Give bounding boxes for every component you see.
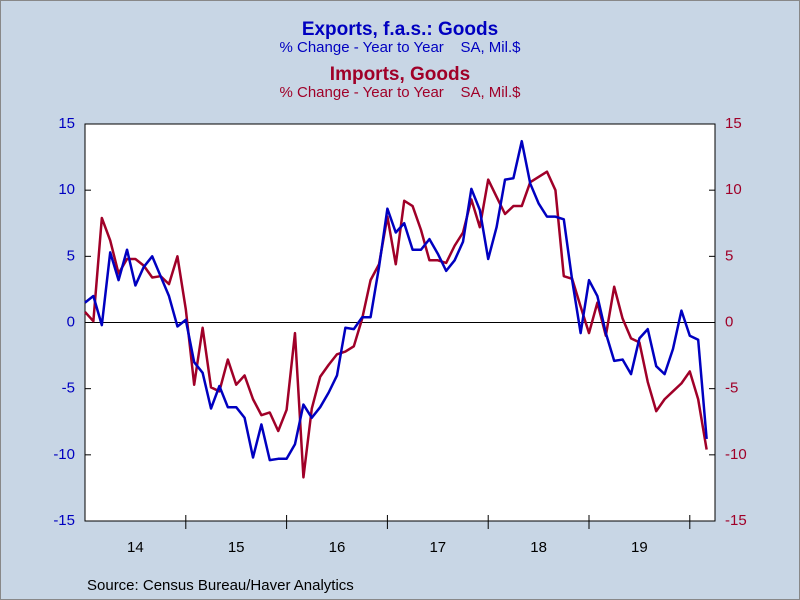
x-tick-label: 17 bbox=[429, 539, 446, 556]
chart-subtitle: % Change - Year to Year SA, Mil.$ bbox=[280, 84, 522, 101]
y2-tick-label: 0 bbox=[725, 313, 733, 330]
y2-tick-label: 15 bbox=[725, 115, 742, 132]
chart-title: Imports, Goods bbox=[330, 64, 470, 85]
chart-title: Exports, f.a.s.: Goods bbox=[302, 19, 498, 40]
y-tick-label: -10 bbox=[53, 446, 75, 463]
source: Source: Census Bureau/Haver Analytics bbox=[87, 577, 354, 594]
x-tick-label: 15 bbox=[228, 539, 245, 556]
y2-tick-label: -15 bbox=[725, 512, 747, 529]
y-tick-label: -5 bbox=[62, 380, 75, 397]
y-tick-label: 5 bbox=[67, 247, 75, 264]
y2-tick-label: -5 bbox=[725, 380, 738, 397]
x-tick-label: 14 bbox=[127, 539, 144, 556]
y-tick-label: -15 bbox=[53, 512, 75, 529]
y-tick-label: 0 bbox=[67, 313, 75, 330]
y2-tick-label: 5 bbox=[725, 247, 733, 264]
x-tick-label: 18 bbox=[530, 539, 547, 556]
y2-tick-label: 10 bbox=[725, 181, 742, 198]
y-tick-label: 15 bbox=[58, 115, 75, 132]
y-tick-label: 10 bbox=[58, 181, 75, 198]
x-tick-label: 19 bbox=[631, 539, 648, 556]
series-line bbox=[84, 139, 708, 462]
y2-tick-label: -10 bbox=[725, 446, 747, 463]
chart-subtitle: % Change - Year to Year SA, Mil.$ bbox=[280, 39, 522, 56]
x-tick-label: 16 bbox=[329, 539, 346, 556]
